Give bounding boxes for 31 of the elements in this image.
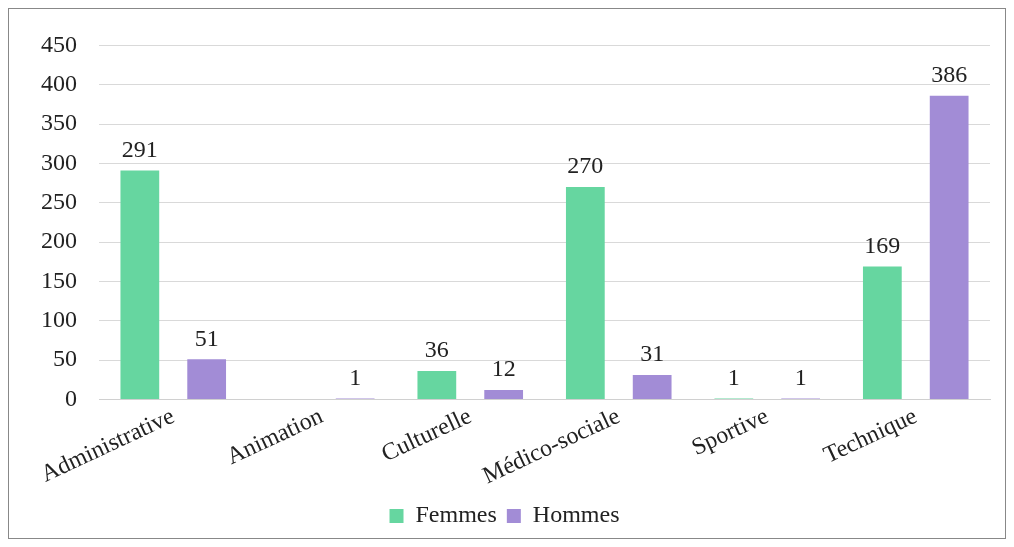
data-label: 1: [349, 363, 362, 390]
y-tick-label: 200: [41, 227, 77, 254]
bar: [417, 371, 457, 399]
data-label: 1: [727, 363, 740, 390]
data-label: 1: [794, 363, 807, 390]
y-tick-label: 250: [41, 188, 77, 215]
y-tick-label: 300: [41, 148, 77, 175]
y-tick-label: 150: [41, 266, 77, 293]
data-label: 270: [567, 152, 604, 179]
bar: [929, 95, 969, 399]
y-tick-label: 400: [41, 70, 77, 97]
legend-label: Hommes: [532, 501, 620, 528]
data-label: 12: [491, 355, 516, 382]
legend-label: Femmes: [415, 501, 497, 528]
y-tick-label: 100: [41, 306, 77, 333]
bar: [862, 266, 902, 399]
y-tick-label: 50: [53, 345, 77, 372]
y-tick-label: 450: [41, 30, 77, 57]
data-label: 51: [194, 324, 219, 351]
y-tick-label: 0: [65, 384, 77, 411]
data-label: 291: [121, 135, 158, 162]
bar: [632, 374, 672, 399]
data-label: 36: [424, 336, 449, 363]
y-tick-label: 350: [41, 109, 77, 136]
data-label: 31: [640, 340, 665, 367]
bar: [565, 186, 605, 399]
data-label: 169: [864, 231, 901, 258]
bar: [120, 170, 160, 399]
bar: [484, 389, 524, 399]
data-label: 386: [931, 61, 968, 88]
bar: [187, 359, 227, 399]
